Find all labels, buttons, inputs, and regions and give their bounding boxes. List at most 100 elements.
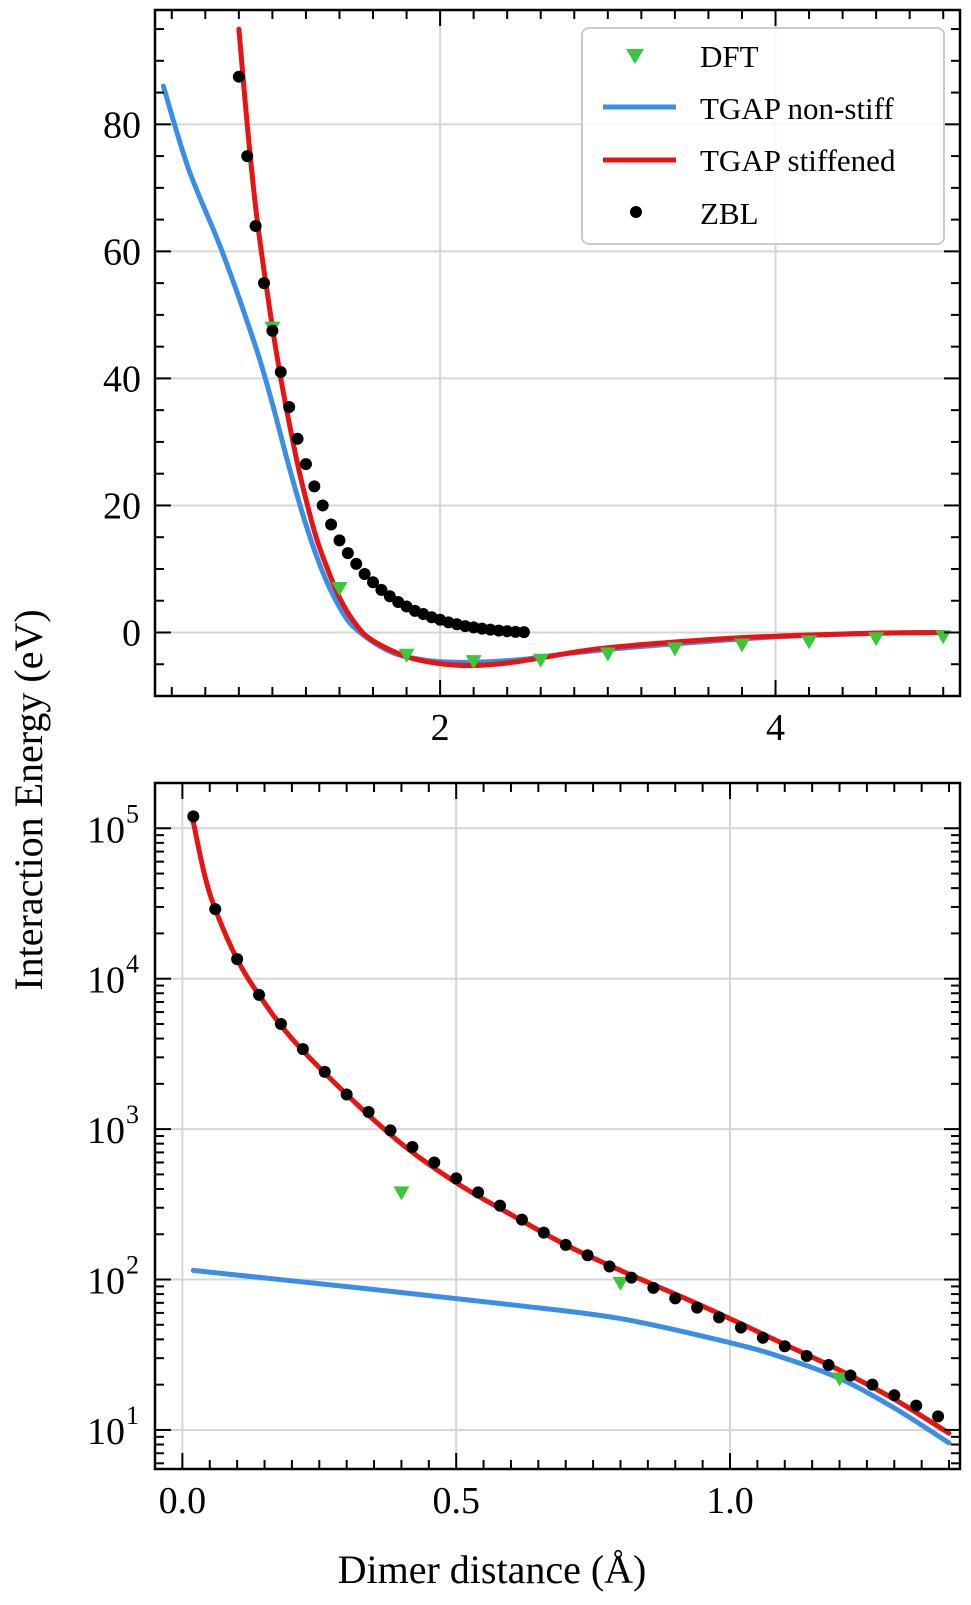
- bottom-y-tick-label: 10: [87, 1261, 125, 1303]
- bottom-zbl-point: [318, 1065, 331, 1078]
- bottom-zbl-point: [406, 1141, 419, 1154]
- bottom-zbl-point: [669, 1292, 682, 1305]
- bottom-zbl-point: [187, 810, 200, 823]
- bottom-y-tick-exponent: 1: [126, 1401, 139, 1430]
- top-dft-point: [801, 635, 818, 650]
- top-dft-point: [666, 642, 683, 657]
- bottom-zbl-point: [274, 1017, 287, 1030]
- top-zbl-point: [509, 625, 522, 638]
- top-dft-point: [398, 648, 415, 663]
- top-x-tick-label: 2: [431, 707, 450, 749]
- bottom-zbl-point: [296, 1043, 309, 1056]
- bottom-x-tick-label: 0.0: [159, 1480, 207, 1522]
- top-series-layer: [160, 26, 952, 670]
- top-zbl-point: [258, 277, 271, 290]
- legend-tgap-stiffened-label: TGAP stiffened: [700, 143, 896, 178]
- top-dft-point: [465, 655, 482, 670]
- top-zbl-point: [283, 400, 296, 413]
- bottom-zbl-point: [231, 953, 244, 966]
- legend-tgap-non-stiff-label: TGAP non-stiff: [700, 91, 894, 126]
- top-zbl-point: [341, 547, 354, 560]
- bottom-y-tick-label: 10: [87, 1411, 125, 1453]
- top-zbl-point: [325, 518, 338, 531]
- top-dft-point: [733, 638, 750, 653]
- bottom-zbl-point: [581, 1249, 594, 1262]
- bottom-y-tick-label: 10: [87, 1110, 125, 1152]
- bottom-y-tick-exponent: 3: [126, 1100, 139, 1129]
- top-dft-point: [331, 582, 348, 597]
- bottom-dft-point: [393, 1186, 410, 1201]
- top-zbl-point: [232, 70, 245, 83]
- bottom-zbl-point: [253, 988, 266, 1001]
- bottom-y-tick-label: 10: [87, 960, 125, 1002]
- top-y-tick-label: 40: [103, 358, 141, 400]
- bottom-zbl-point: [603, 1260, 616, 1273]
- x-axis-title: Dimer distance (Å): [338, 1547, 647, 1592]
- bottom-x-tick-label: 0.5: [432, 1480, 480, 1522]
- bottom-y-tick-exponent: 2: [126, 1251, 139, 1280]
- top-zbl-point: [316, 499, 329, 512]
- top-x-tick-label: 4: [766, 707, 785, 749]
- top-dft-point: [532, 653, 549, 668]
- top-zbl-point: [517, 626, 530, 639]
- top-zbl-point: [383, 590, 396, 603]
- top-dft-point: [868, 632, 885, 647]
- bottom-zbl-point: [450, 1172, 463, 1185]
- bottom-grid: [155, 783, 960, 1469]
- bottom-zbl-point: [734, 1321, 747, 1334]
- top-zbl-point: [367, 576, 380, 589]
- top-zbl-point: [375, 583, 388, 596]
- top-zbl-point: [333, 534, 346, 547]
- bottom-zbl-point: [713, 1311, 726, 1324]
- bottom-series-layer: [187, 810, 952, 1446]
- top-y-tick-label: 0: [122, 612, 141, 654]
- bottom-plot-frame: [153, 781, 962, 1471]
- bottom-y-tick-label: 10: [87, 809, 125, 851]
- bottom-zbl-point: [756, 1331, 769, 1344]
- bottom-tgap-non-stiff-line: [190, 1267, 952, 1446]
- bottom-zbl-point: [537, 1226, 550, 1239]
- top-plot-frame: [153, 8, 962, 698]
- top-dft-point: [935, 630, 952, 645]
- bottom-zbl-point: [472, 1186, 485, 1199]
- bottom-zbl-point: [691, 1301, 704, 1314]
- top-zbl-point: [249, 219, 262, 232]
- bottom-zbl-point: [428, 1156, 441, 1169]
- bottom-zbl-point: [910, 1399, 923, 1412]
- bottom-zbl-point: [844, 1369, 857, 1382]
- bottom-zbl-point: [625, 1271, 638, 1284]
- top-zbl-point: [274, 366, 287, 379]
- top-zbl-point: [241, 150, 254, 163]
- top-zbl-point: [308, 480, 321, 493]
- bottom-zbl-point: [778, 1340, 791, 1353]
- bottom-zbl-point: [559, 1238, 572, 1251]
- y-axis-title: Interaction Energy (eV): [6, 609, 51, 990]
- top-zbl-point: [291, 432, 304, 445]
- bottom-zbl-point: [384, 1124, 397, 1137]
- bottom-tgap-stiffened-line: [190, 819, 952, 1436]
- legend: DFT TGAP non-stiff TGAP stiffened ZBL: [581, 27, 945, 245]
- bottom-zbl-point: [822, 1359, 835, 1372]
- legend-zbl-label: ZBL: [700, 196, 759, 231]
- bottom-zbl-point: [362, 1105, 375, 1118]
- top-zbl-point: [350, 557, 363, 570]
- bottom-dft-point: [831, 1372, 848, 1387]
- legend-box: [581, 27, 945, 245]
- bottom-zbl-point: [340, 1088, 353, 1101]
- bottom-zbl-point: [515, 1213, 528, 1226]
- top-dft-point: [599, 647, 616, 662]
- bottom-zbl-point: [932, 1410, 945, 1423]
- top-zbl-point: [299, 458, 312, 471]
- bottom-zbl-point: [888, 1389, 901, 1402]
- bottom-zbl-point: [494, 1199, 506, 1212]
- legend-zbl-marker: [630, 206, 642, 218]
- bottom-y-tick-exponent: 4: [126, 950, 139, 979]
- bottom-x-tick-label: 1.0: [706, 1480, 754, 1522]
- legend-dft-label: DFT: [700, 39, 759, 74]
